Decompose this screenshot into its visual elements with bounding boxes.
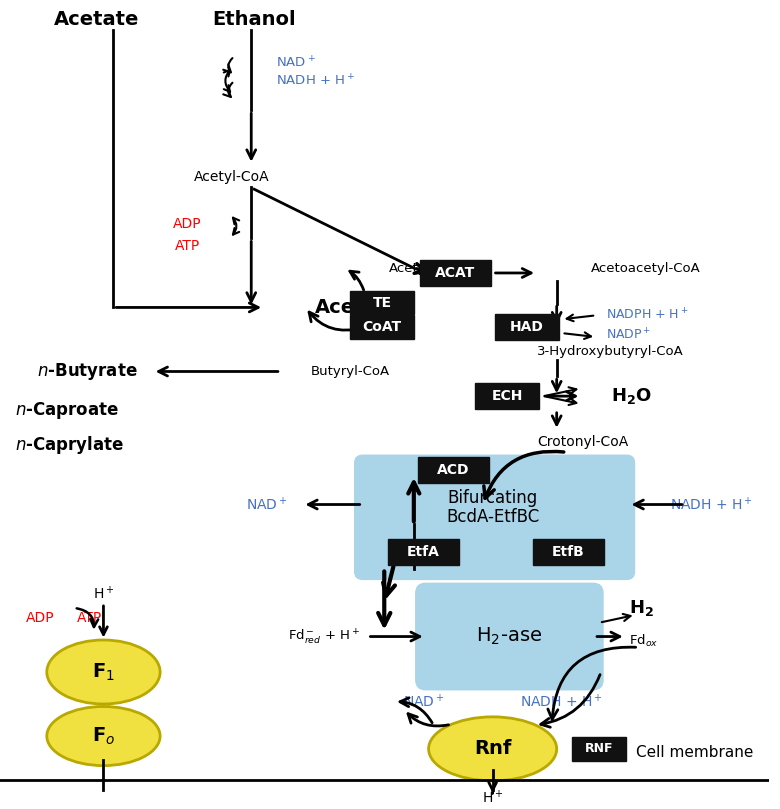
- Text: Fd$^-_{red}$ + H$^+$: Fd$^-_{red}$ + H$^+$: [288, 627, 360, 646]
- Text: ATP: ATP: [175, 239, 200, 253]
- Text: $\mathbf{H_2O}$: $\mathbf{H_2O}$: [611, 386, 652, 406]
- Ellipse shape: [47, 706, 160, 765]
- FancyBboxPatch shape: [350, 316, 414, 339]
- Text: Acetoacetyl-CoA: Acetoacetyl-CoA: [591, 261, 701, 274]
- Text: RNF: RNF: [585, 743, 613, 756]
- Text: Acetate: Acetate: [54, 11, 140, 29]
- FancyBboxPatch shape: [572, 737, 626, 760]
- Text: $\mathit{n}$-Butyrate: $\mathit{n}$-Butyrate: [37, 361, 138, 382]
- Text: F$_1$: F$_1$: [92, 661, 115, 683]
- FancyArrowPatch shape: [408, 714, 448, 726]
- Text: F$_o$: F$_o$: [92, 726, 115, 747]
- Text: H$^+$: H$^+$: [93, 585, 114, 602]
- Text: ADP: ADP: [26, 611, 54, 625]
- FancyArrowPatch shape: [541, 675, 600, 727]
- FancyBboxPatch shape: [475, 383, 540, 409]
- Text: Rnf: Rnf: [474, 739, 512, 758]
- FancyArrowPatch shape: [309, 312, 362, 330]
- Text: ACAT: ACAT: [435, 266, 475, 280]
- Text: Ethanol: Ethanol: [212, 11, 296, 29]
- Text: CoAT: CoAT: [363, 320, 402, 334]
- FancyBboxPatch shape: [420, 260, 491, 286]
- Text: $\mathbf{H_2}$: $\mathbf{H_2}$: [629, 598, 654, 618]
- Text: ACD: ACD: [437, 463, 470, 477]
- Text: ADP: ADP: [173, 217, 201, 231]
- FancyBboxPatch shape: [355, 455, 634, 579]
- Text: NADH + H$^+$: NADH + H$^+$: [520, 693, 603, 710]
- Text: NADP$^+$: NADP$^+$: [606, 328, 651, 343]
- Text: EtfA: EtfA: [407, 544, 440, 559]
- Text: Acetyl-CoA: Acetyl-CoA: [193, 171, 269, 184]
- Text: HAD: HAD: [510, 320, 544, 334]
- FancyBboxPatch shape: [388, 539, 459, 565]
- Text: TE: TE: [373, 295, 392, 310]
- Text: $\mathit{n}$-Caprylate: $\mathit{n}$-Caprylate: [15, 434, 124, 456]
- FancyArrowPatch shape: [400, 698, 432, 722]
- Text: BcdA-EtfBC: BcdA-EtfBC: [446, 508, 539, 527]
- Text: Bifurcating: Bifurcating: [448, 489, 537, 506]
- Text: Acetate: Acetate: [315, 298, 401, 317]
- FancyBboxPatch shape: [533, 539, 604, 565]
- Text: NAD$^+$: NAD$^+$: [276, 56, 316, 70]
- FancyArrowPatch shape: [350, 271, 363, 290]
- Text: ECH: ECH: [491, 389, 523, 403]
- Text: NADPH + H$^+$: NADPH + H$^+$: [606, 307, 689, 323]
- FancyArrowPatch shape: [548, 647, 636, 719]
- FancyBboxPatch shape: [418, 457, 489, 483]
- Text: 3-Hydroxybutyryl-CoA: 3-Hydroxybutyryl-CoA: [537, 345, 684, 358]
- FancyArrowPatch shape: [383, 566, 395, 595]
- Text: NADH + H$^+$: NADH + H$^+$: [670, 496, 753, 513]
- Text: Butyryl-CoA: Butyryl-CoA: [310, 365, 389, 378]
- Text: NADH + H$^+$: NADH + H$^+$: [276, 73, 355, 88]
- Text: NAD$^+$: NAD$^+$: [402, 693, 445, 710]
- Ellipse shape: [47, 640, 160, 704]
- Text: $\mathit{n}$-Caproate: $\mathit{n}$-Caproate: [15, 400, 119, 421]
- Text: Cell membrane: Cell membrane: [636, 745, 753, 760]
- FancyBboxPatch shape: [495, 315, 559, 340]
- FancyBboxPatch shape: [416, 583, 603, 690]
- Text: Fd$_{ox}$: Fd$_{ox}$: [629, 633, 658, 649]
- Text: H$^+$: H$^+$: [482, 790, 503, 807]
- Text: EtfB: EtfB: [552, 544, 585, 559]
- Text: NAD$^+$: NAD$^+$: [246, 496, 288, 513]
- Text: Crotonyl-CoA: Crotonyl-CoA: [537, 435, 628, 450]
- Ellipse shape: [428, 717, 557, 781]
- FancyArrowPatch shape: [484, 451, 564, 498]
- Text: Acetyl-CoA: Acetyl-CoA: [389, 261, 462, 274]
- Text: ATP: ATP: [77, 611, 102, 625]
- FancyBboxPatch shape: [350, 290, 414, 315]
- Text: H$_2$-ase: H$_2$-ase: [477, 626, 543, 647]
